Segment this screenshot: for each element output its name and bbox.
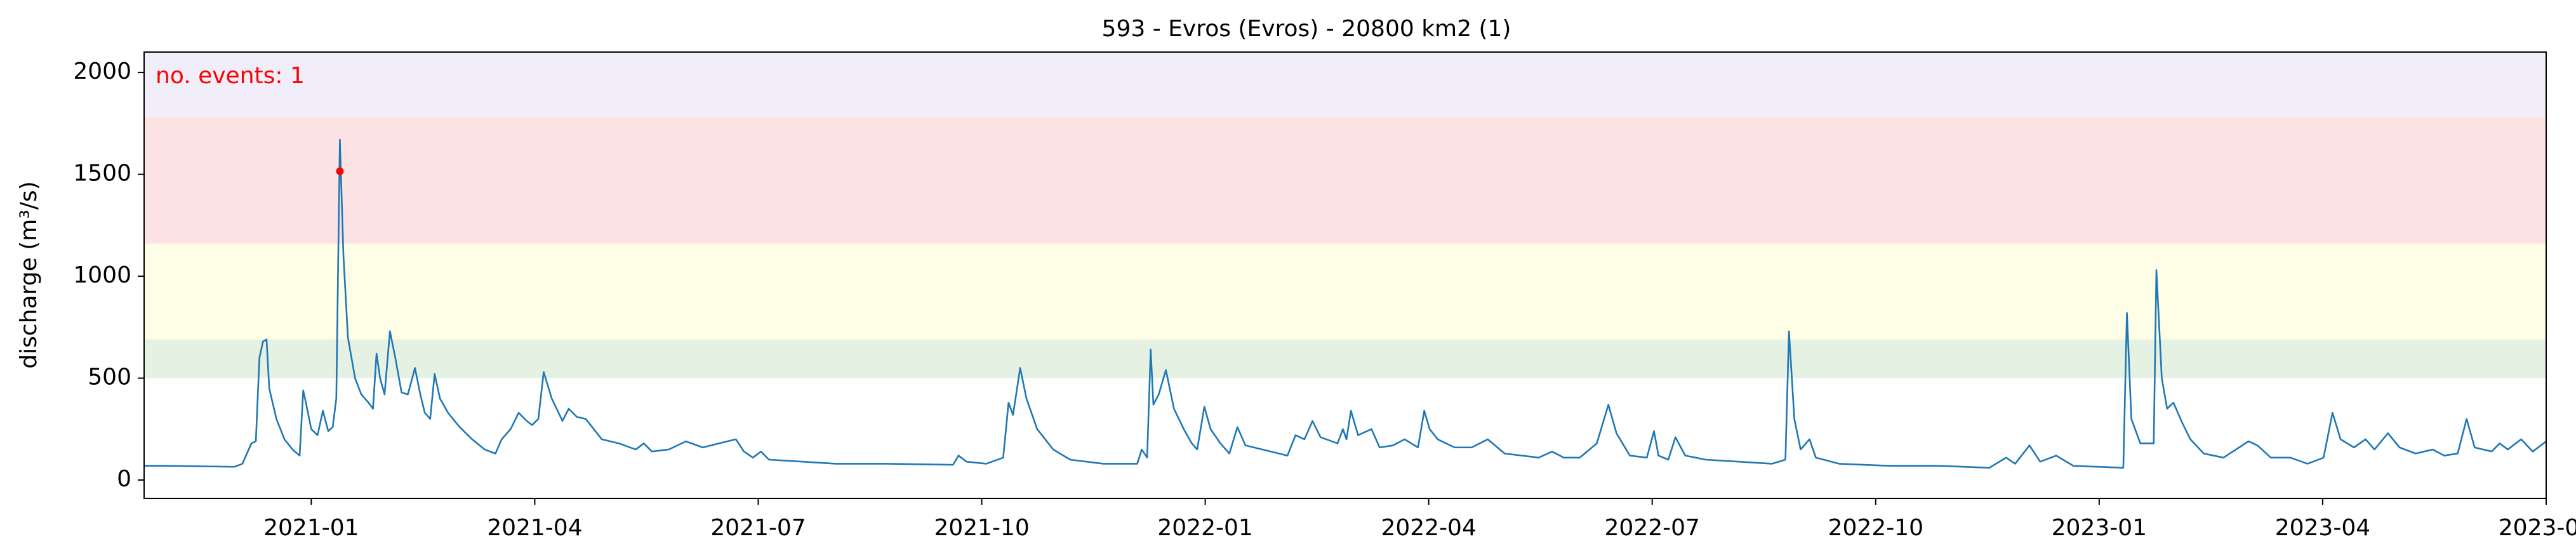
x-tick-label: 2023-04 bbox=[2275, 515, 2370, 541]
chart-title: 593 - Evros (Evros) - 20800 km2 (1) bbox=[1102, 16, 1511, 42]
x-tick-label: 2021-04 bbox=[487, 515, 582, 541]
y-tick-label: 500 bbox=[88, 364, 131, 390]
event-point bbox=[336, 167, 344, 175]
x-tick-label: 2023-07 bbox=[2499, 515, 2576, 541]
threshold-band bbox=[144, 243, 2546, 340]
threshold-band bbox=[144, 117, 2546, 244]
threshold-band bbox=[144, 52, 2546, 117]
y-tick-label: 1500 bbox=[73, 161, 131, 187]
x-tick-label: 2022-10 bbox=[1828, 515, 1923, 541]
x-tick-label: 2022-01 bbox=[1157, 515, 1252, 541]
x-tick-label: 2022-07 bbox=[1605, 515, 1700, 541]
x-tick-label: 2022-04 bbox=[1381, 515, 1476, 541]
x-tick-label: 2021-01 bbox=[263, 515, 359, 541]
plot-frame bbox=[143, 51, 2547, 499]
discharge-line bbox=[144, 138, 2546, 469]
event-count: no. events: 1 bbox=[156, 63, 305, 89]
y-tick-label: 2000 bbox=[73, 58, 131, 84]
x-tick-label: 2021-07 bbox=[710, 515, 806, 541]
x-tick-label: 2023-01 bbox=[2052, 515, 2147, 541]
y-axis-label: discharge (m³/s) bbox=[16, 181, 42, 368]
x-tick-label: 2021-10 bbox=[934, 515, 1029, 541]
threshold-band bbox=[144, 339, 2546, 378]
y-tick-label: 0 bbox=[117, 466, 131, 492]
y-tick-label: 1000 bbox=[73, 262, 131, 288]
